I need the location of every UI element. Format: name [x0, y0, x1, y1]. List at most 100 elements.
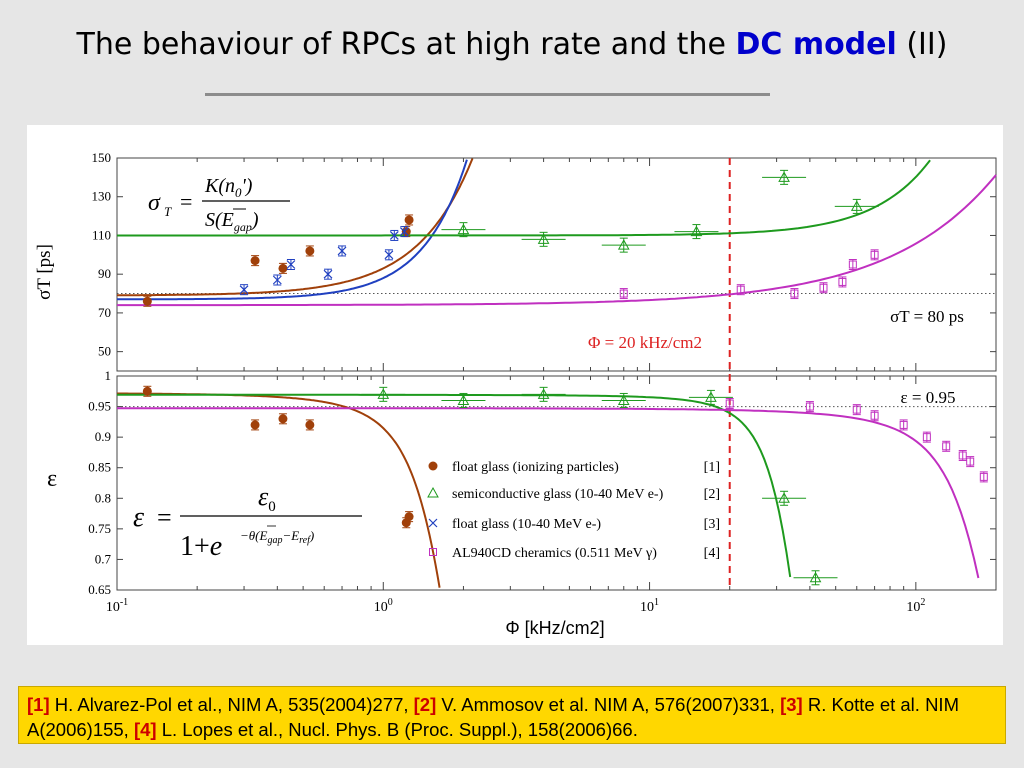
sigma-float-glass-electrons-point [399, 227, 409, 237]
ref-text-3: R. Kotte et al. NIM A(2006)155, [27, 694, 959, 740]
sigma-curve-ceramics [117, 174, 997, 307]
ref-text-1: H. Alvarez-Pol et al., NIM A, 535(2004)2… [54, 694, 409, 715]
sigma-semiconductive-glass-point [850, 200, 863, 211]
ref-tag-4: [4] [133, 719, 157, 740]
sigma-float-glass-electrons-point [389, 231, 399, 240]
sigma-float-glass-electrons-point [384, 250, 394, 260]
svg-text:ε0: ε0 [258, 482, 276, 515]
eff-semiconductive-glass-point [778, 492, 790, 503]
eff-float-glass-ionizing-point [404, 512, 414, 522]
top-y-tick-label: 150 [92, 150, 112, 165]
rate-marker-label: Φ = 20 kHz/cm2 [588, 333, 702, 352]
legend-label-float-glass-electrons: float glass (10-40 MeV e-) [452, 517, 601, 532]
eff-curve-semiconductive [117, 393, 792, 578]
ref-tag-2: [2] [413, 694, 437, 715]
reference-lines [117, 158, 996, 590]
legend-label-float-glass-ionizing: float glass (ionizing particles) [452, 460, 619, 475]
legend-marker-semiconductive-glass [427, 486, 439, 498]
sigma-ceramics-point [619, 289, 628, 298]
sigma-curve-semiconductive [117, 159, 931, 237]
eff-ceramics-point [979, 472, 988, 481]
sigma-curve-float-glass [117, 158, 474, 297]
x-tick-label: 101 [640, 597, 659, 615]
rpc-rate-chart: 50 70 90 110 130 150 0.65 0.7 0.75 0.8 0.85 0.9 0.95… [34, 150, 997, 638]
svg-text:=: = [180, 189, 192, 214]
sigma-float-glass-ionizing-point [142, 296, 152, 306]
bottom-y-tick-label: 0.8 [95, 490, 111, 505]
legend-marker-float-glass-ionizing [428, 461, 438, 471]
legend-marker-ceramics [429, 548, 437, 556]
eff-ceramics-point [942, 442, 951, 451]
bottom-y-tick-label: 0.75 [88, 521, 111, 536]
references-box: [1] H. Alvarez-Pol et al., NIM A, 535(20… [18, 686, 1006, 744]
ref-text-2: V. Ammosov et al. NIM A, 576(2007)331, [441, 694, 775, 715]
x-axis-label: Φ [kHz/cm2] [505, 618, 604, 638]
bottom-y-tick-label: 0.65 [88, 582, 111, 597]
bottom-y-tick-label: 0.85 [88, 460, 111, 475]
sigma-ceramics-point [838, 277, 847, 286]
sigma-ceramics-point [870, 250, 879, 259]
eff-float-glass-ionizing-point [305, 420, 315, 430]
top-y-axis-label: σT [ps] [34, 244, 55, 300]
sigma-semiconductive-glass-point [457, 223, 470, 235]
top-y-tick-label: 50 [98, 344, 111, 359]
model-curves [117, 158, 997, 588]
eff-float-glass-ionizing-point [142, 386, 152, 396]
efficiency-formula: ε = ε0 1+e −θ(Egap−Eref) [133, 482, 362, 562]
eff-ceramics-point [899, 420, 908, 429]
sigma-float-glass-ionizing-point [305, 246, 315, 256]
title-highlight: DC model [735, 27, 897, 62]
svg-text:ε: ε [133, 502, 144, 533]
sigma-semiconductive-glass-point [778, 171, 790, 182]
legend-ref-ceramics: [4] [704, 546, 720, 561]
eff-ceramics-point [958, 451, 967, 460]
sigma-semiconductive-glass-point [617, 239, 630, 250]
bottom-y-tick-label: 0.9 [95, 429, 111, 444]
top-y-tick-label: 130 [92, 189, 112, 204]
sigma-semiconductive-glass-point [537, 233, 550, 244]
x-tick-label: 100 [374, 597, 393, 615]
legend-marker-float-glass-electrons [428, 518, 438, 528]
bottom-y-tick-label: 0.7 [95, 551, 112, 566]
title-text: The behaviour of RPCs at high rate and t… [76, 27, 736, 62]
sigma-float-glass-ionizing-point [404, 215, 414, 225]
sigma-float-glass-electrons-point [323, 269, 333, 279]
sigma-float-glass-electrons-point [272, 275, 282, 285]
eff-ceramics-point [852, 405, 861, 414]
sigma-ceramics-point [819, 283, 828, 292]
ref-tag-3: [3] [780, 694, 803, 715]
legend-ref-float-glass-ionizing: [1] [704, 460, 720, 475]
svg-text:K(n0'): K(n0') [204, 175, 253, 200]
data-points [142, 169, 988, 586]
sigma-curve-float-glass-electrons [117, 159, 468, 301]
title-divider [205, 93, 770, 96]
bottom-y-tick-label: 0.95 [88, 399, 111, 414]
legend: float glass (ionizing particles) [1] semic… [452, 460, 720, 561]
svg-text:T: T [164, 204, 172, 219]
eff-ceramics-point [725, 399, 734, 408]
top-y-tick-label: 70 [98, 305, 111, 320]
svg-text:=: = [157, 503, 172, 532]
sigma-ref-label: σT = 80 ps [890, 307, 964, 326]
sigma-formula: σ T = K(n0') S(Egap) [148, 175, 290, 234]
sigma-float-glass-ionizing-point [401, 227, 411, 237]
sigma-float-glass-electrons-point [239, 285, 249, 295]
sigma-float-glass-electrons-point [286, 260, 296, 269]
svg-text:1+e: 1+e [180, 531, 222, 562]
top-y-tick-label: 90 [98, 266, 111, 281]
axis-ticks: 50 70 90 110 130 150 0.65 0.7 0.75 0.8 0.85 0.9 0.95… [88, 150, 997, 615]
eff-ceramics-point [805, 402, 814, 411]
sigma-semiconductive-glass-point [690, 225, 703, 237]
legend-ref-float-glass-electrons: [3] [704, 517, 720, 532]
legend-label-semiconductive-glass: semiconductive glass (10-40 MeV e-) [452, 487, 664, 502]
legend-ref-semiconductive-glass: [2] [704, 487, 720, 502]
sigma-float-glass-ionizing-point [278, 263, 288, 273]
sigma-ceramics-point [848, 260, 857, 269]
slide-title: The behaviour of RPCs at high rate and t… [0, 27, 1024, 62]
eff-semiconductive-glass-point [809, 571, 822, 583]
eff-ceramics-point [966, 457, 975, 466]
eff-semiconductive-glass-point [457, 394, 470, 405]
sigma-float-glass-electrons-point [337, 246, 347, 256]
eff-semiconductive-glass-point [537, 388, 550, 399]
eff-ref-label: ε = 0.95 [901, 388, 956, 407]
